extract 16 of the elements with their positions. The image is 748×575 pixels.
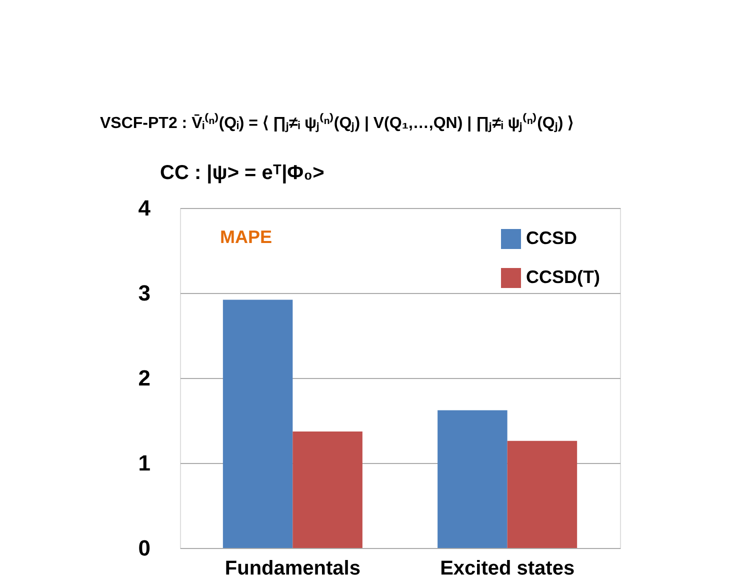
text: CC : |ψ> = eᵀ|Φ₀> [160,162,324,184]
y-tick-label: 3 [138,280,150,306]
bar [292,432,362,548]
y-tick-label: 0 [138,536,150,560]
y-tick-label: 4 [138,196,152,220]
text: VSCF-PT2 : V̄ᵢ⁽ⁿ⁾(Qᵢ) = ⟨ ∏ⱼ≠ᵢ ψⱼ⁽ⁿ⁾(Qⱼ) | V(Q₁,…,QN) | ∏ⱼ≠ᵢ ψⱼ⁽ⁿ⁾(Qⱼ) ⟩ [100,113,574,133]
annotation: MAPE [220,227,272,247]
legend-label: CCSD [526,228,578,248]
x-tick-label: Fundamentals [224,558,360,575]
y-tick-label: 1 [138,450,150,476]
legend-label: CCSD(T) [526,267,600,287]
bar [222,300,293,548]
y-tick-label: 2 [138,366,150,390]
bar [507,440,578,548]
x-tick-label: Excited states [440,558,575,575]
bar [438,410,508,548]
